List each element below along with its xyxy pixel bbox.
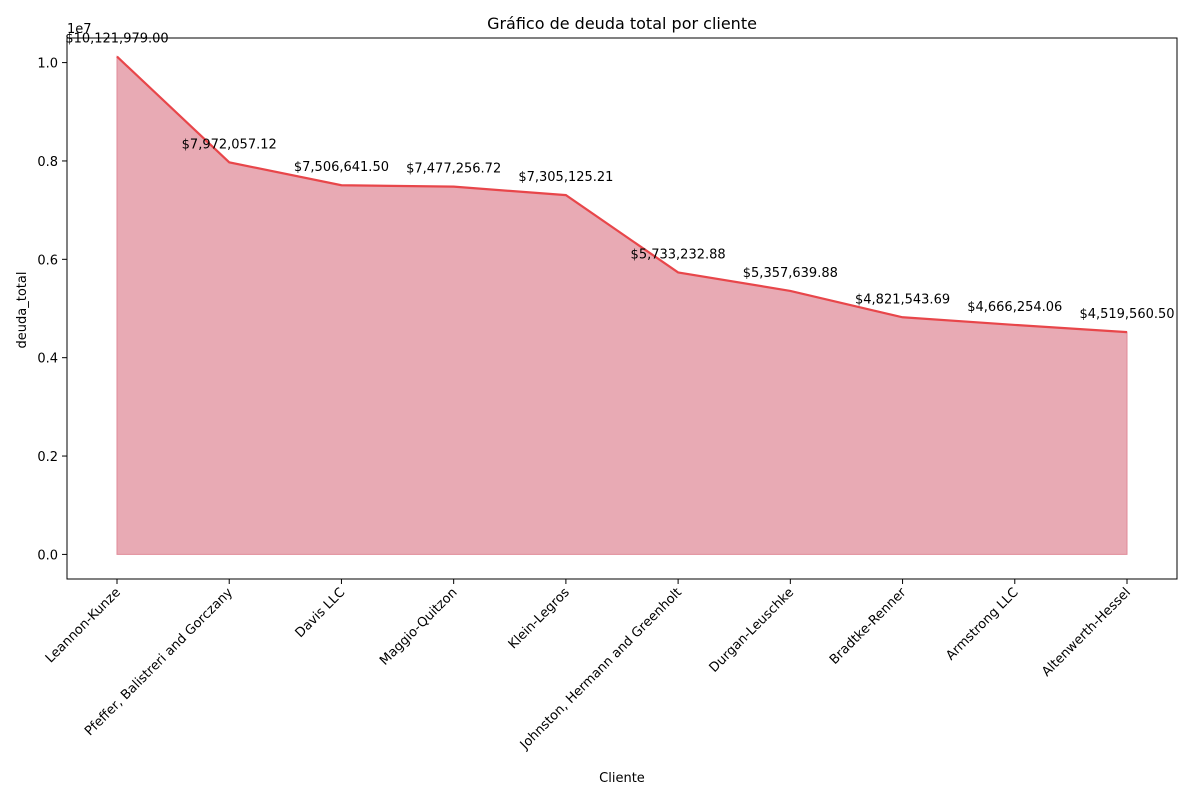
x-tick-label: Maggio-Quitzon — [377, 585, 460, 668]
y-tick-label: 0.6 — [37, 253, 58, 268]
y-tick-label: 0.4 — [37, 352, 58, 367]
x-tick-label: Armstrong LLC — [943, 585, 1021, 663]
y-tick-label: 1.0 — [37, 57, 58, 72]
data-label: $5,357,639.88 — [743, 266, 838, 281]
data-label: $4,519,560.50 — [1079, 307, 1174, 322]
plot-area — [66, 37, 1178, 580]
y-axis: 0.0 0.2 0.4 0.6 0.8 1.0 — [37, 57, 67, 563]
y-offset-label: 1e7 — [67, 22, 92, 37]
data-label: $5,733,232.88 — [631, 247, 726, 262]
data-label: $4,821,543.69 — [855, 292, 950, 307]
x-tick-label: Klein-Legros — [506, 585, 573, 652]
x-axis-label: Cliente — [599, 771, 645, 786]
data-label: $7,972,057.12 — [182, 137, 277, 152]
chart-title: Gráfico de deuda total por cliente — [487, 14, 757, 33]
y-tick-label: 0.2 — [37, 450, 58, 465]
x-tick-label: Davis LLC — [293, 585, 349, 641]
x-tick-label: Durgan-Leuschke — [707, 585, 798, 676]
data-label: $7,506,641.50 — [294, 160, 389, 175]
x-tick-label: Bradtke-Renner — [827, 585, 910, 668]
plot-frame — [66, 37, 1178, 580]
data-label: $7,477,256.72 — [406, 162, 501, 177]
series-line — [116, 55, 1128, 334]
data-label: $10,121,979.00 — [65, 32, 168, 47]
y-tick-label: 0.0 — [37, 548, 58, 563]
x-tick-label: Leannon-Kunze — [43, 585, 124, 666]
x-tick-label: Altenwerth-Hessel — [1039, 585, 1134, 680]
data-labels: $10,121,979.00 $7,972,057.12 $7,506,641.50… — [65, 32, 1174, 323]
y-axis-label: deuda_total — [15, 272, 30, 349]
data-label: $7,305,125.21 — [518, 170, 613, 185]
data-label: $4,666,254.06 — [967, 300, 1062, 315]
y-tick-label: 0.8 — [37, 155, 58, 170]
